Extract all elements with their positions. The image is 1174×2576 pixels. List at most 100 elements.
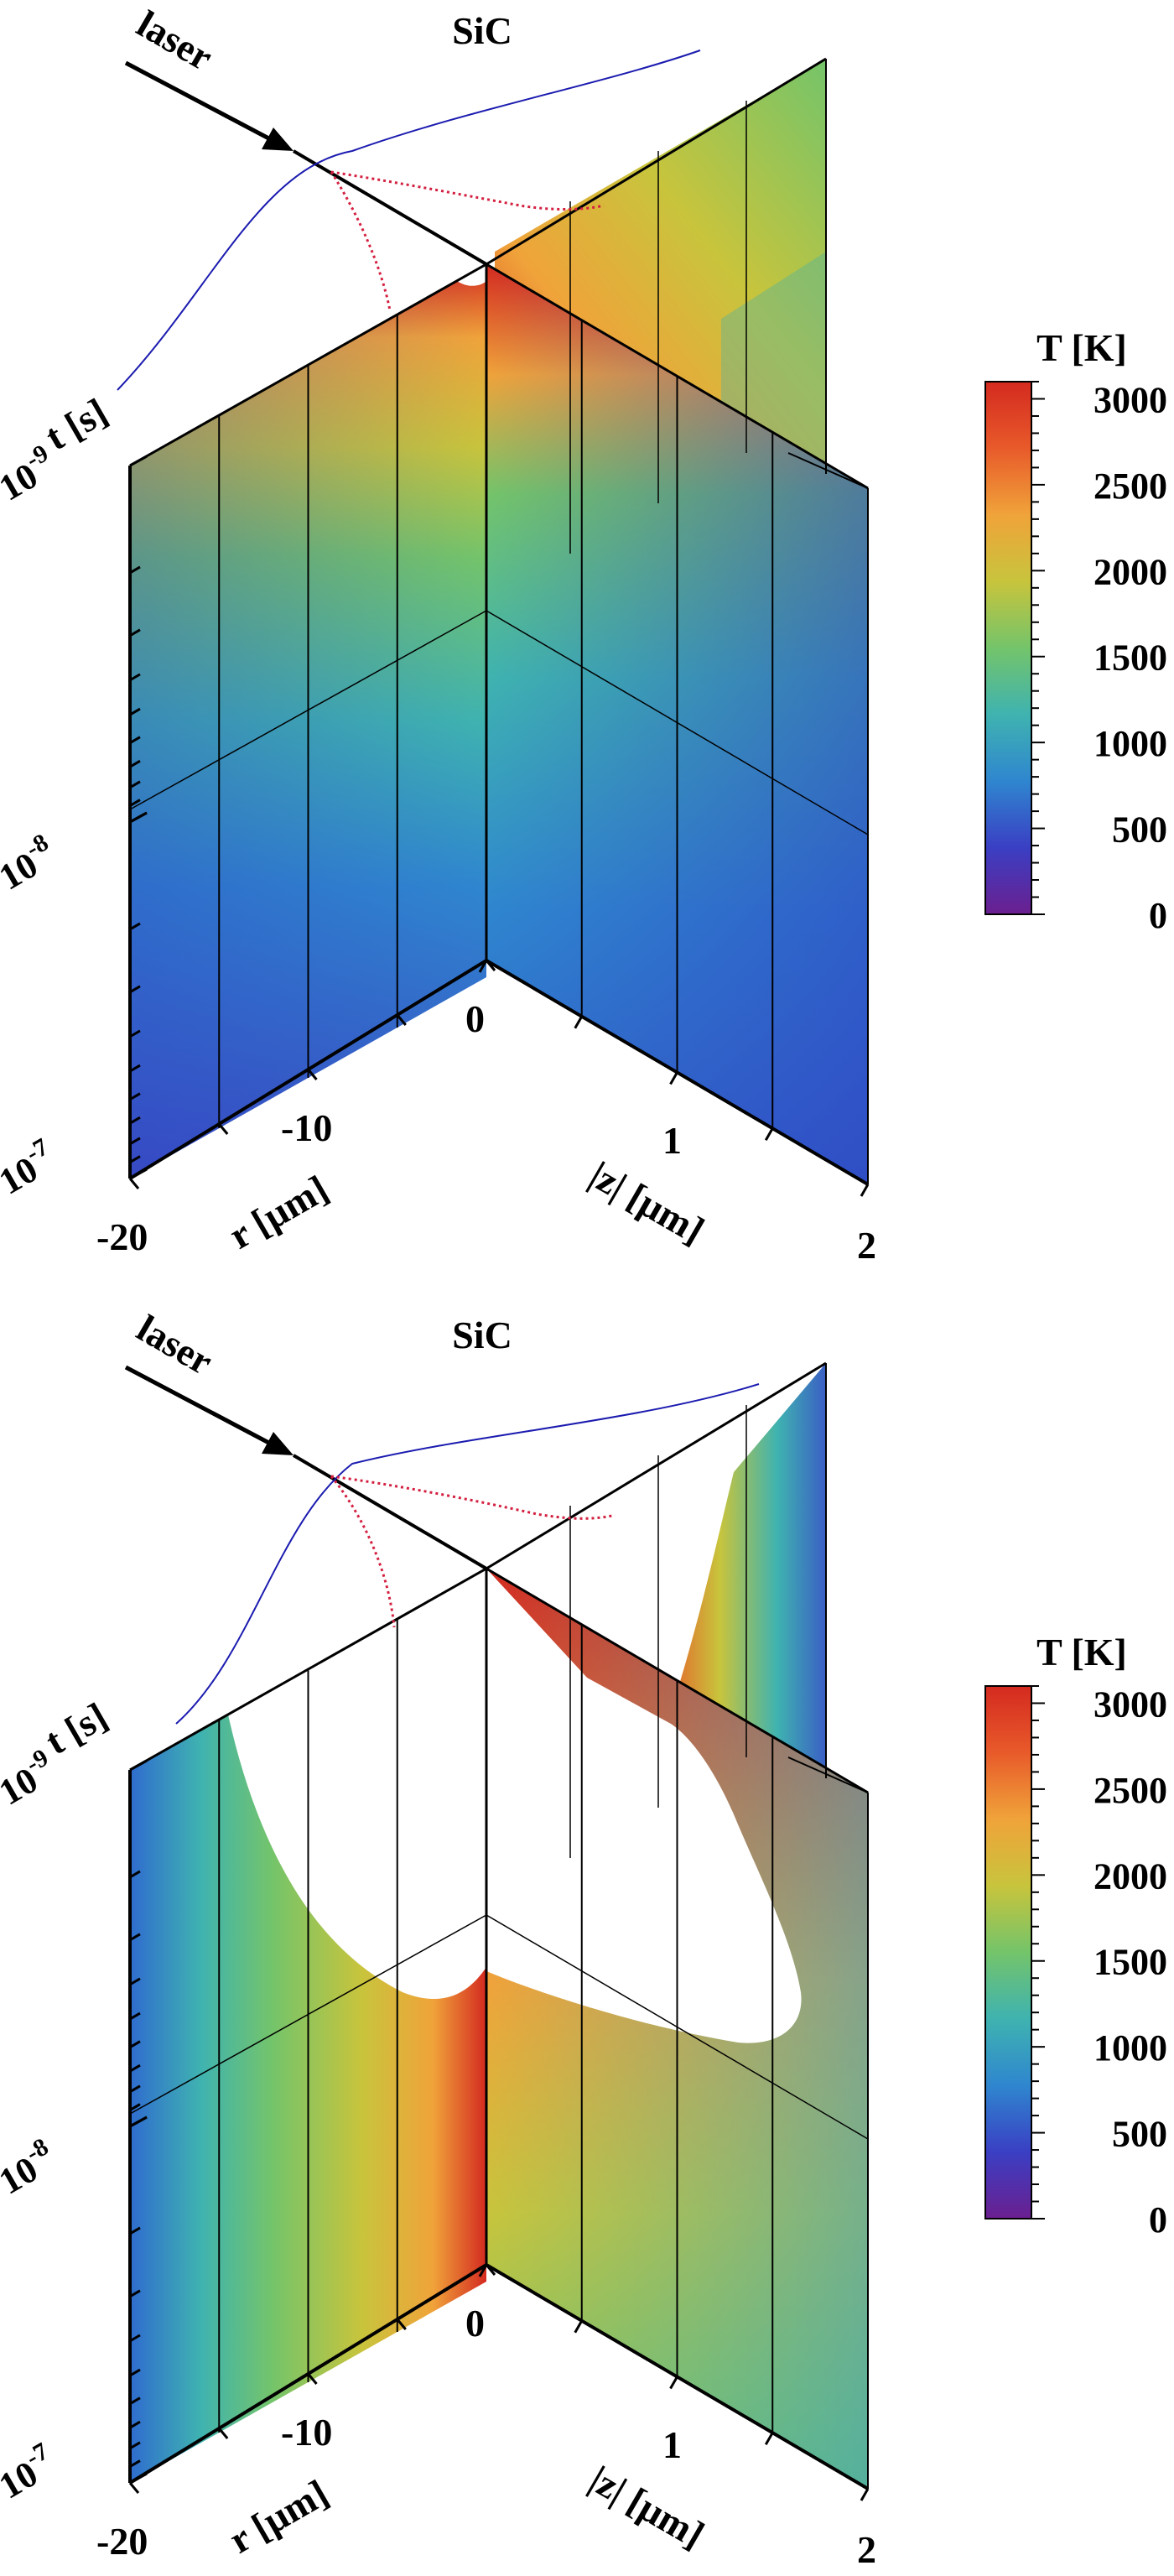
- colorbar-tick-label: 2500: [1093, 1770, 1167, 1811]
- t-tick-label: 10-8: [0, 2133, 63, 2203]
- r-tick-label: 0: [465, 997, 485, 1040]
- laser-arrow: [124, 60, 278, 145]
- colorbar-tick-label: 0: [1149, 2199, 1167, 2240]
- t-tick: [129, 780, 141, 789]
- t-tick: [129, 1168, 148, 1180]
- colorbar-tick-label: 2500: [1093, 466, 1167, 507]
- t-tick: [129, 2396, 141, 2406]
- r-tick: [485, 2264, 496, 2276]
- t-tick-exponent: -9: [21, 440, 53, 474]
- z-tick-label: 1: [662, 1119, 682, 1162]
- chart-panel-2: SiC 10-9 10-8 10-7 t [s] -20 -10 0 r [µm] 1 2 |z| […: [0, 1306, 1167, 2571]
- t-tick-exponent: -7: [21, 2438, 53, 2472]
- surface-temp-profile: [330, 1475, 396, 1628]
- colorbar-label: T [K]: [1036, 1631, 1127, 1673]
- t-tick: [129, 2011, 141, 2021]
- t-tick: [129, 2441, 141, 2450]
- t-tick: [129, 1933, 141, 1942]
- t-tick: [129, 1759, 148, 1772]
- laser-arrowhead: [262, 127, 294, 151]
- t-grid-line: [486, 610, 869, 835]
- r-tick: [485, 960, 496, 971]
- laser-arrow: [124, 1365, 278, 1449]
- r-tick: [307, 2373, 318, 2385]
- z-tick: [478, 960, 488, 973]
- t-tick: [129, 1092, 141, 1101]
- t-tick: [129, 2226, 141, 2235]
- z-tick: [574, 2320, 584, 2334]
- t-tick: [129, 565, 141, 575]
- z-tick-label: 2: [857, 1224, 876, 1267]
- back-plane: [662, 1363, 826, 1778]
- t-tick: [129, 2459, 141, 2468]
- r-tick: [396, 1014, 407, 1026]
- depth-temp-profile: [330, 170, 605, 211]
- t-tick: [129, 922, 141, 931]
- z-tick-label: 1: [662, 2423, 682, 2466]
- z-tick: [669, 2376, 678, 2390]
- colorbar-tick-label: 3000: [1093, 379, 1167, 420]
- colorbar-tick-label: 3000: [1093, 1684, 1167, 1725]
- t-tick: [129, 1064, 141, 1073]
- laser-arrowhead: [262, 1432, 294, 1455]
- t-grid-line: [129, 610, 487, 810]
- z-axis-label: |z| [µm]: [583, 2457, 711, 2556]
- r-tick: [396, 2318, 407, 2330]
- t-tick: [129, 455, 148, 467]
- t-tick: [129, 1155, 141, 1163]
- t-tick: [129, 1977, 141, 1986]
- z-tick: [478, 2264, 488, 2277]
- t-tick-label: 10-7: [0, 1133, 63, 1203]
- t-tick: [129, 2368, 141, 2377]
- t-grid-line: [486, 1914, 869, 2140]
- back-bottom-edge: [787, 452, 869, 489]
- t-tick-label: 10-8: [0, 829, 63, 898]
- colorbar-tick-label: 500: [1112, 2114, 1167, 2155]
- colorbar-tick-label: 500: [1112, 809, 1167, 851]
- t-tick-label: 10-7: [0, 2438, 63, 2507]
- ablated-region-left: [226, 1569, 486, 2000]
- t-tick: [129, 2103, 141, 2111]
- back-edge: [486, 57, 827, 266]
- r-tick-label: -10: [281, 2411, 332, 2454]
- chart-title: SiC: [452, 1314, 512, 1356]
- back-edge: [486, 1361, 827, 1570]
- r-tick-label: -10: [281, 1106, 332, 1149]
- t-tick: [129, 759, 141, 768]
- t-tick: [129, 2084, 141, 2094]
- t-tick: [129, 1870, 141, 1879]
- r-tick-label: -20: [96, 1215, 148, 1258]
- z-tick: [764, 2432, 774, 2445]
- t-tick: [129, 2115, 148, 2128]
- r-tick: [218, 2428, 229, 2439]
- t-tick-exponent: -7: [21, 1133, 53, 1168]
- r-axis-label: r [µm]: [222, 2471, 335, 2561]
- t-tick: [129, 2040, 141, 2049]
- t-axis-label: t [s]: [39, 390, 115, 459]
- t-tick: [129, 2289, 141, 2298]
- chart-panel-1: SiC 10-9 10-8 10-7 t [s] -20 -10 0 r [µm] 1 2 |z| […: [0, 2, 1167, 1267]
- surface-temp-profile: [330, 171, 392, 311]
- laser-label: laser: [130, 1306, 220, 1382]
- t-tick: [129, 673, 141, 682]
- t-tick: [129, 985, 141, 994]
- t-tick: [129, 2420, 141, 2429]
- r-tick-label: -20: [96, 2520, 148, 2563]
- colorbar-tick-label: 0: [1149, 895, 1167, 936]
- colorbar-tick-label: 1000: [1093, 723, 1167, 764]
- t-tick: [129, 2472, 148, 2485]
- colorbar-tick-label: 1000: [1093, 2027, 1167, 2069]
- t-tick-exponent: -8: [21, 829, 53, 863]
- z-tick: [860, 1184, 870, 1197]
- t-tick: [129, 1116, 141, 1125]
- t-tick-label: 10-9: [0, 440, 63, 509]
- z-tick: [669, 1071, 678, 1085]
- t-tick: [129, 2063, 141, 2073]
- r-tick: [307, 1069, 318, 1080]
- ablated-region-right: [486, 1569, 802, 2043]
- z-tick: [764, 1127, 774, 1141]
- back-plane: [495, 59, 826, 474]
- t-axis-label: t [s]: [39, 1694, 115, 1763]
- r-axis-label: r [µm]: [222, 1167, 335, 1257]
